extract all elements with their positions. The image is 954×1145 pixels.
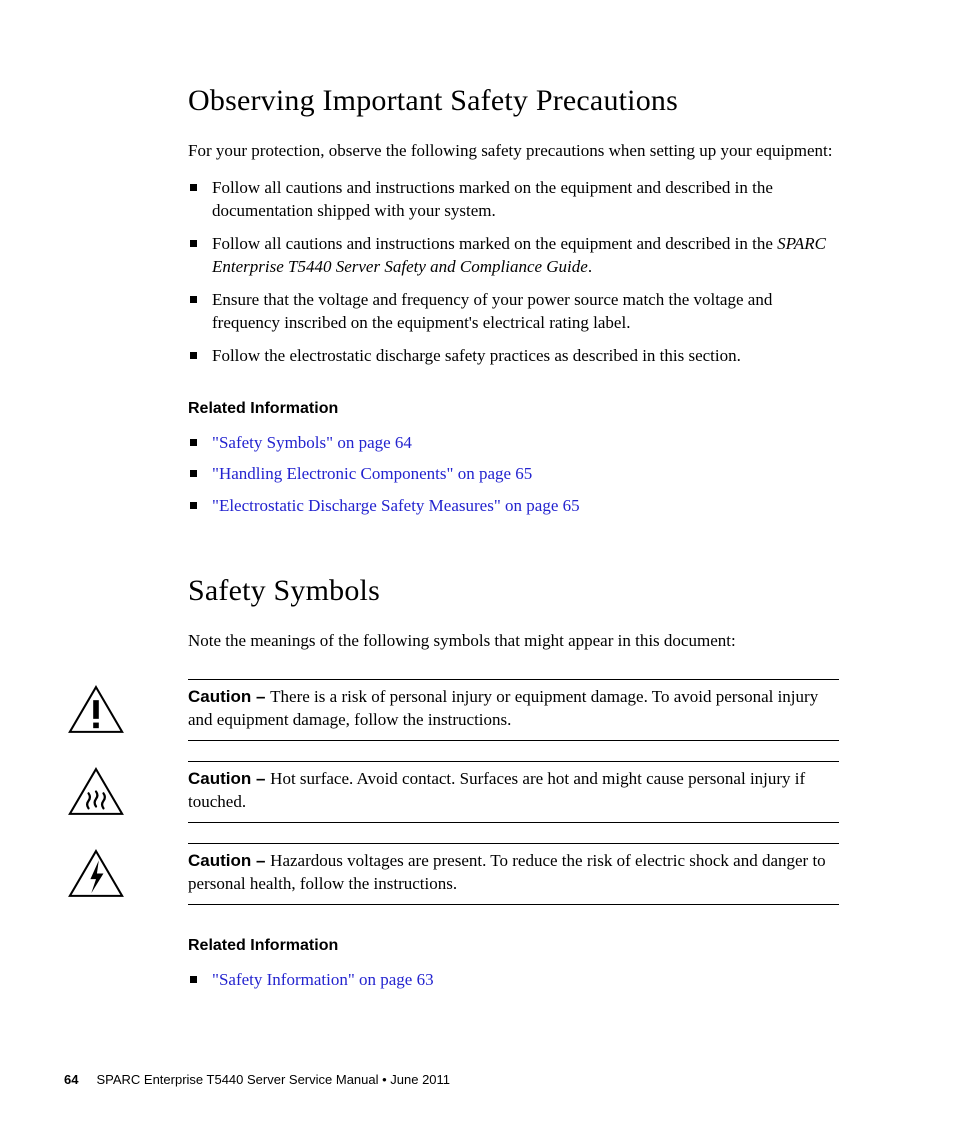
list-item: Follow all cautions and instructions mar…	[188, 233, 839, 279]
caution-text: Caution – Hazardous voltages are present…	[188, 843, 839, 905]
cross-reference-link[interactable]: "Safety Symbols" on page 64	[212, 433, 412, 452]
section-heading: Observing Important Safety Precautions	[188, 84, 839, 118]
list-item: Follow all cautions and instructions mar…	[188, 177, 839, 223]
caution-block: Caution – Hot surface. Avoid contact. Su…	[188, 761, 839, 823]
warning-heat-icon	[68, 767, 124, 816]
intro-paragraph: Note the meanings of the following symbo…	[188, 630, 839, 653]
page-number: 64	[64, 1072, 78, 1087]
caution-body: Hazardous voltages are present. To reduc…	[188, 851, 826, 893]
caution-body: There is a risk of personal injury or eq…	[188, 687, 818, 729]
precautions-list: Follow all cautions and instructions mar…	[188, 177, 839, 368]
cross-reference-link[interactable]: "Handling Electronic Components" on page…	[212, 464, 532, 483]
caution-text: Caution – Hot surface. Avoid contact. Su…	[188, 761, 839, 823]
list-item: "Safety Information" on page 63	[188, 967, 839, 993]
caution-label: Caution –	[188, 851, 270, 870]
caution-label: Caution –	[188, 687, 270, 706]
related-info-heading: Related Information	[188, 937, 839, 955]
list-item: "Handling Electronic Components" on page…	[188, 461, 839, 487]
list-item-text: Follow all cautions and instructions mar…	[212, 178, 773, 220]
intro-paragraph: For your protection, observe the followi…	[188, 140, 839, 163]
document-page: Observing Important Safety Precautions F…	[0, 0, 954, 1145]
list-item-text-post: .	[588, 257, 592, 276]
warning-shock-icon	[68, 849, 124, 898]
caution-block: Caution – There is a risk of personal in…	[188, 679, 839, 741]
list-item: Ensure that the voltage and frequency of…	[188, 289, 839, 335]
warning-exclam-icon	[68, 685, 124, 734]
list-item: "Safety Symbols" on page 64	[188, 430, 839, 456]
related-links-list: "Safety Information" on page 63	[188, 967, 839, 993]
caution-text: Caution – There is a risk of personal in…	[188, 679, 839, 741]
caution-body: Hot surface. Avoid contact. Surfaces are…	[188, 769, 805, 811]
list-item-text: Follow all cautions and instructions mar…	[212, 234, 777, 253]
caution-label: Caution –	[188, 769, 270, 788]
related-info-heading: Related Information	[188, 400, 839, 418]
section-heading: Safety Symbols	[188, 574, 839, 608]
list-item-text: Ensure that the voltage and frequency of…	[212, 290, 772, 332]
cross-reference-link[interactable]: "Safety Information" on page 63	[212, 970, 434, 989]
related-links-list: "Safety Symbols" on page 64 "Handling El…	[188, 430, 839, 519]
cross-reference-link[interactable]: "Electrostatic Discharge Safety Measures…	[212, 496, 580, 515]
list-item: "Electrostatic Discharge Safety Measures…	[188, 493, 839, 519]
footer-doc-title: SPARC Enterprise T5440 Server Service Ma…	[96, 1072, 450, 1087]
page-footer: 64 SPARC Enterprise T5440 Server Service …	[64, 1072, 450, 1087]
list-item-text: Follow the electrostatic discharge safet…	[212, 346, 741, 365]
caution-block: Caution – Hazardous voltages are present…	[188, 843, 839, 905]
list-item: Follow the electrostatic discharge safet…	[188, 345, 839, 368]
